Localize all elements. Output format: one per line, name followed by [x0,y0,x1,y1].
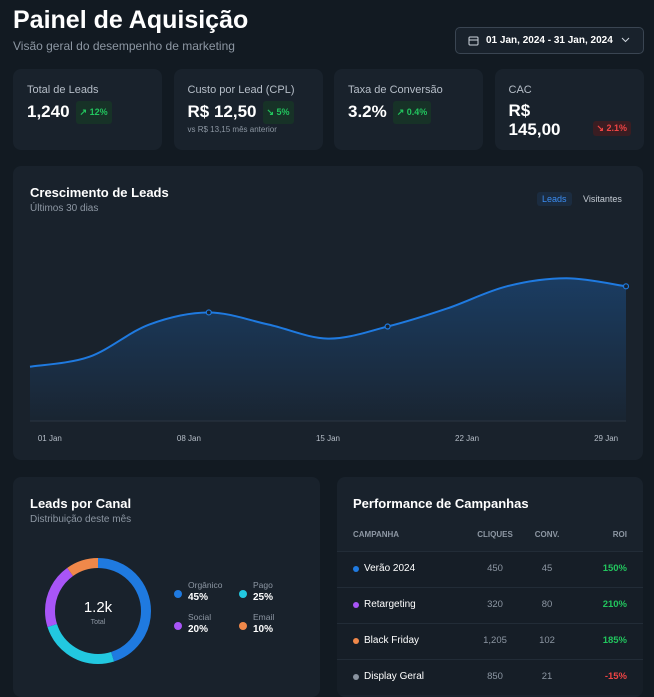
cell: 80 [541,599,553,610]
kpi-card: Taxa de Conversão 3.2% ↗ 0.4% [334,69,483,150]
x-tick-label: 08 Jan [177,434,201,443]
column-header: ROI [612,530,627,539]
kpi-change: ↘ 5% [262,101,294,124]
kpi-number: R$ 12,50 [187,101,257,121]
kpi-number: R$ 145,00 [508,101,561,139]
line [29,277,627,368]
table-row [337,551,643,587]
kpi-number: 1,240 [27,101,70,121]
row-dot [353,638,359,644]
kpi-value: 1,240 ↗ 12% [27,101,112,124]
kpi-label: CAC [508,84,532,96]
table-row [337,587,643,623]
kpi-label: Custo por Lead (CPL) [187,84,295,96]
donut-center-label: Total [91,619,106,626]
chart-title: Crescimento de Leads [30,185,169,200]
page-title: Painel de Aquisição [13,6,249,34]
legend-label: Orgânico [188,580,223,590]
column-header: CONV. [534,530,560,539]
kpi-number: 3.2% [348,101,387,121]
donut-chart: Orgânico 45% Pago 25% Social 20% Email 10% 1.2k T… [45,558,274,664]
legend-value: 45% [188,592,208,603]
cell: 850 [487,671,503,682]
kpi-change: ↗ 0.4% [392,101,432,124]
cell: 21 [541,671,553,682]
x-tick-label: 22 Jan [455,434,479,443]
kpi-value: R$ 145,00 [509,101,579,139]
kpi-change-value: 2.1% [606,123,628,133]
kpi-change-value: 0.4% [406,107,428,117]
leads-card: Crescimento de Leads Últimos 30 dias Lea… [13,166,643,460]
x-tick-label: 01 Jan [38,434,62,443]
legend-value: 25% [253,592,273,603]
donut-segment [45,558,151,664]
row-dot [353,566,359,572]
cell: 45 [541,563,553,574]
column-header: CLIQUES [477,530,513,539]
page-subtitle: Visão geral do desempenho de marketing [13,39,235,53]
kpi-label: Total de Leads [27,84,99,96]
dashboard: Painel de Aquisição Visão geral do desem… [13,6,644,682]
x-tick-label: 29 Jan [594,434,618,443]
cell: Black Friday [364,635,420,646]
kpi-change: ↗ 12% [75,101,112,124]
kpi-value: R$ 12,50 ↘ 5% [188,101,294,124]
chart-subtitle: Últimos 30 dias [30,203,99,214]
donut-segment [45,558,151,664]
kpi-change-value: 12% [89,107,108,117]
donut-center-value: 1.2k [84,599,113,616]
point [205,309,212,316]
kpi-change: ↘ 2.1% [592,121,632,136]
toggle[interactable]: Visitantes [583,194,622,204]
legend-dot [239,622,247,630]
kpi-card: Custo por Lead (CPL) R$ 12,50 ↘ 5% vs R$ 13… [173,69,323,150]
cell: Retargeting [364,599,416,610]
legend-value: 10% [253,624,273,635]
date-picker[interactable]: 01 Jan, 2024 - 31 Jan, 2024 [455,27,644,54]
kpi-note: vs R$ 13,15 mês anterior [187,125,277,134]
roi-cell: 185% [602,635,627,646]
legend-value: 20% [188,624,208,635]
point [622,283,630,290]
point [384,323,391,330]
roi-cell: -15% [604,671,627,682]
campaigns-card: Performance de Campanhas CAMPANHA CLIQUES… [337,477,643,697]
legend-dot [239,590,247,598]
kpi-card: Total de Leads 1,240 ↗ 12% [13,69,162,150]
line-chart: 01 Jan 08 Jan 15 Jan 22 Jan 29 Jan [29,277,630,443]
cell: 320 [487,599,503,610]
chevron [621,37,630,43]
roi-cell: 210% [602,599,627,610]
cell: 450 [487,563,503,574]
area [30,278,626,421]
calendar-icon [468,36,479,46]
table-row [337,623,643,659]
column-header: CAMPANHA [353,530,400,539]
cell: Verão 2024 [364,563,416,574]
kpi-change-value: 5% [276,107,290,117]
chart-title: Leads por Canal [30,496,132,511]
row-dot [353,602,359,608]
legend-label: Email [253,612,274,622]
row-dot [353,674,359,680]
kpi-card: CAC R$ 145,00 ↘ 2.1% [494,69,644,150]
kpi-value: 3.2% ↗ 0.4% [348,101,432,124]
x-tick-label: 15 Jan [316,434,340,443]
legend-dot [174,590,182,598]
kpi-label: Taxa de Conversão [348,84,443,96]
legend-label: Pago [253,580,273,590]
toggle[interactable]: Leads [537,192,572,206]
roi-cell: 150% [602,563,627,574]
table-title: Performance de Campanhas [353,496,529,511]
cell: Display Geral [364,671,425,682]
date-range: 01 Jan, 2024 - 31 Jan, 2024 [486,35,613,46]
cell: 102 [539,635,555,646]
donut-segment [45,558,151,664]
chart-subtitle: Distribuição deste mês [30,514,132,525]
cell: 1,205 [483,635,507,646]
channel-card: Leads por Canal Distribuição deste mês O… [13,477,320,697]
legend-label: Social [188,612,211,622]
legend-dot [174,622,182,630]
